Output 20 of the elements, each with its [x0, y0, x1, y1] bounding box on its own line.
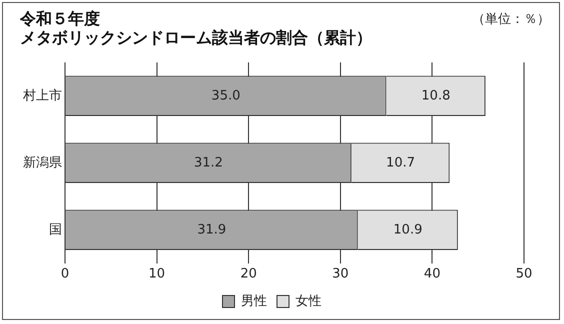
x-tick-label: 10: [148, 266, 166, 282]
y-tick-label: 村上市: [22, 88, 62, 104]
x-tick-label: 0: [60, 266, 70, 282]
data-label: 35.0: [211, 88, 240, 104]
text: （単位：％）: [472, 11, 550, 28]
data-label: 31.9: [197, 222, 226, 238]
x-tick-label: 30: [332, 266, 349, 282]
data-label: 10.9: [393, 222, 422, 238]
chart-subtitle: メタボリックシンドローム該当者の割合（累計）: [20, 28, 372, 47]
y-tick-label: 国: [49, 222, 62, 238]
data-label: 10.8: [421, 88, 450, 104]
legend-label: 女性: [296, 294, 322, 309]
legend-label: 男性: [241, 294, 267, 309]
y-tick-label: 新潟県: [23, 155, 62, 170]
x-tick-label: 20: [240, 266, 257, 282]
chart-title: 令和５年度: [19, 8, 100, 28]
x-tick-label: 50: [516, 266, 532, 282]
data-label: 10.7: [386, 155, 416, 170]
x-tick-label: 40: [424, 266, 440, 282]
data-label: 31.2: [194, 155, 223, 170]
